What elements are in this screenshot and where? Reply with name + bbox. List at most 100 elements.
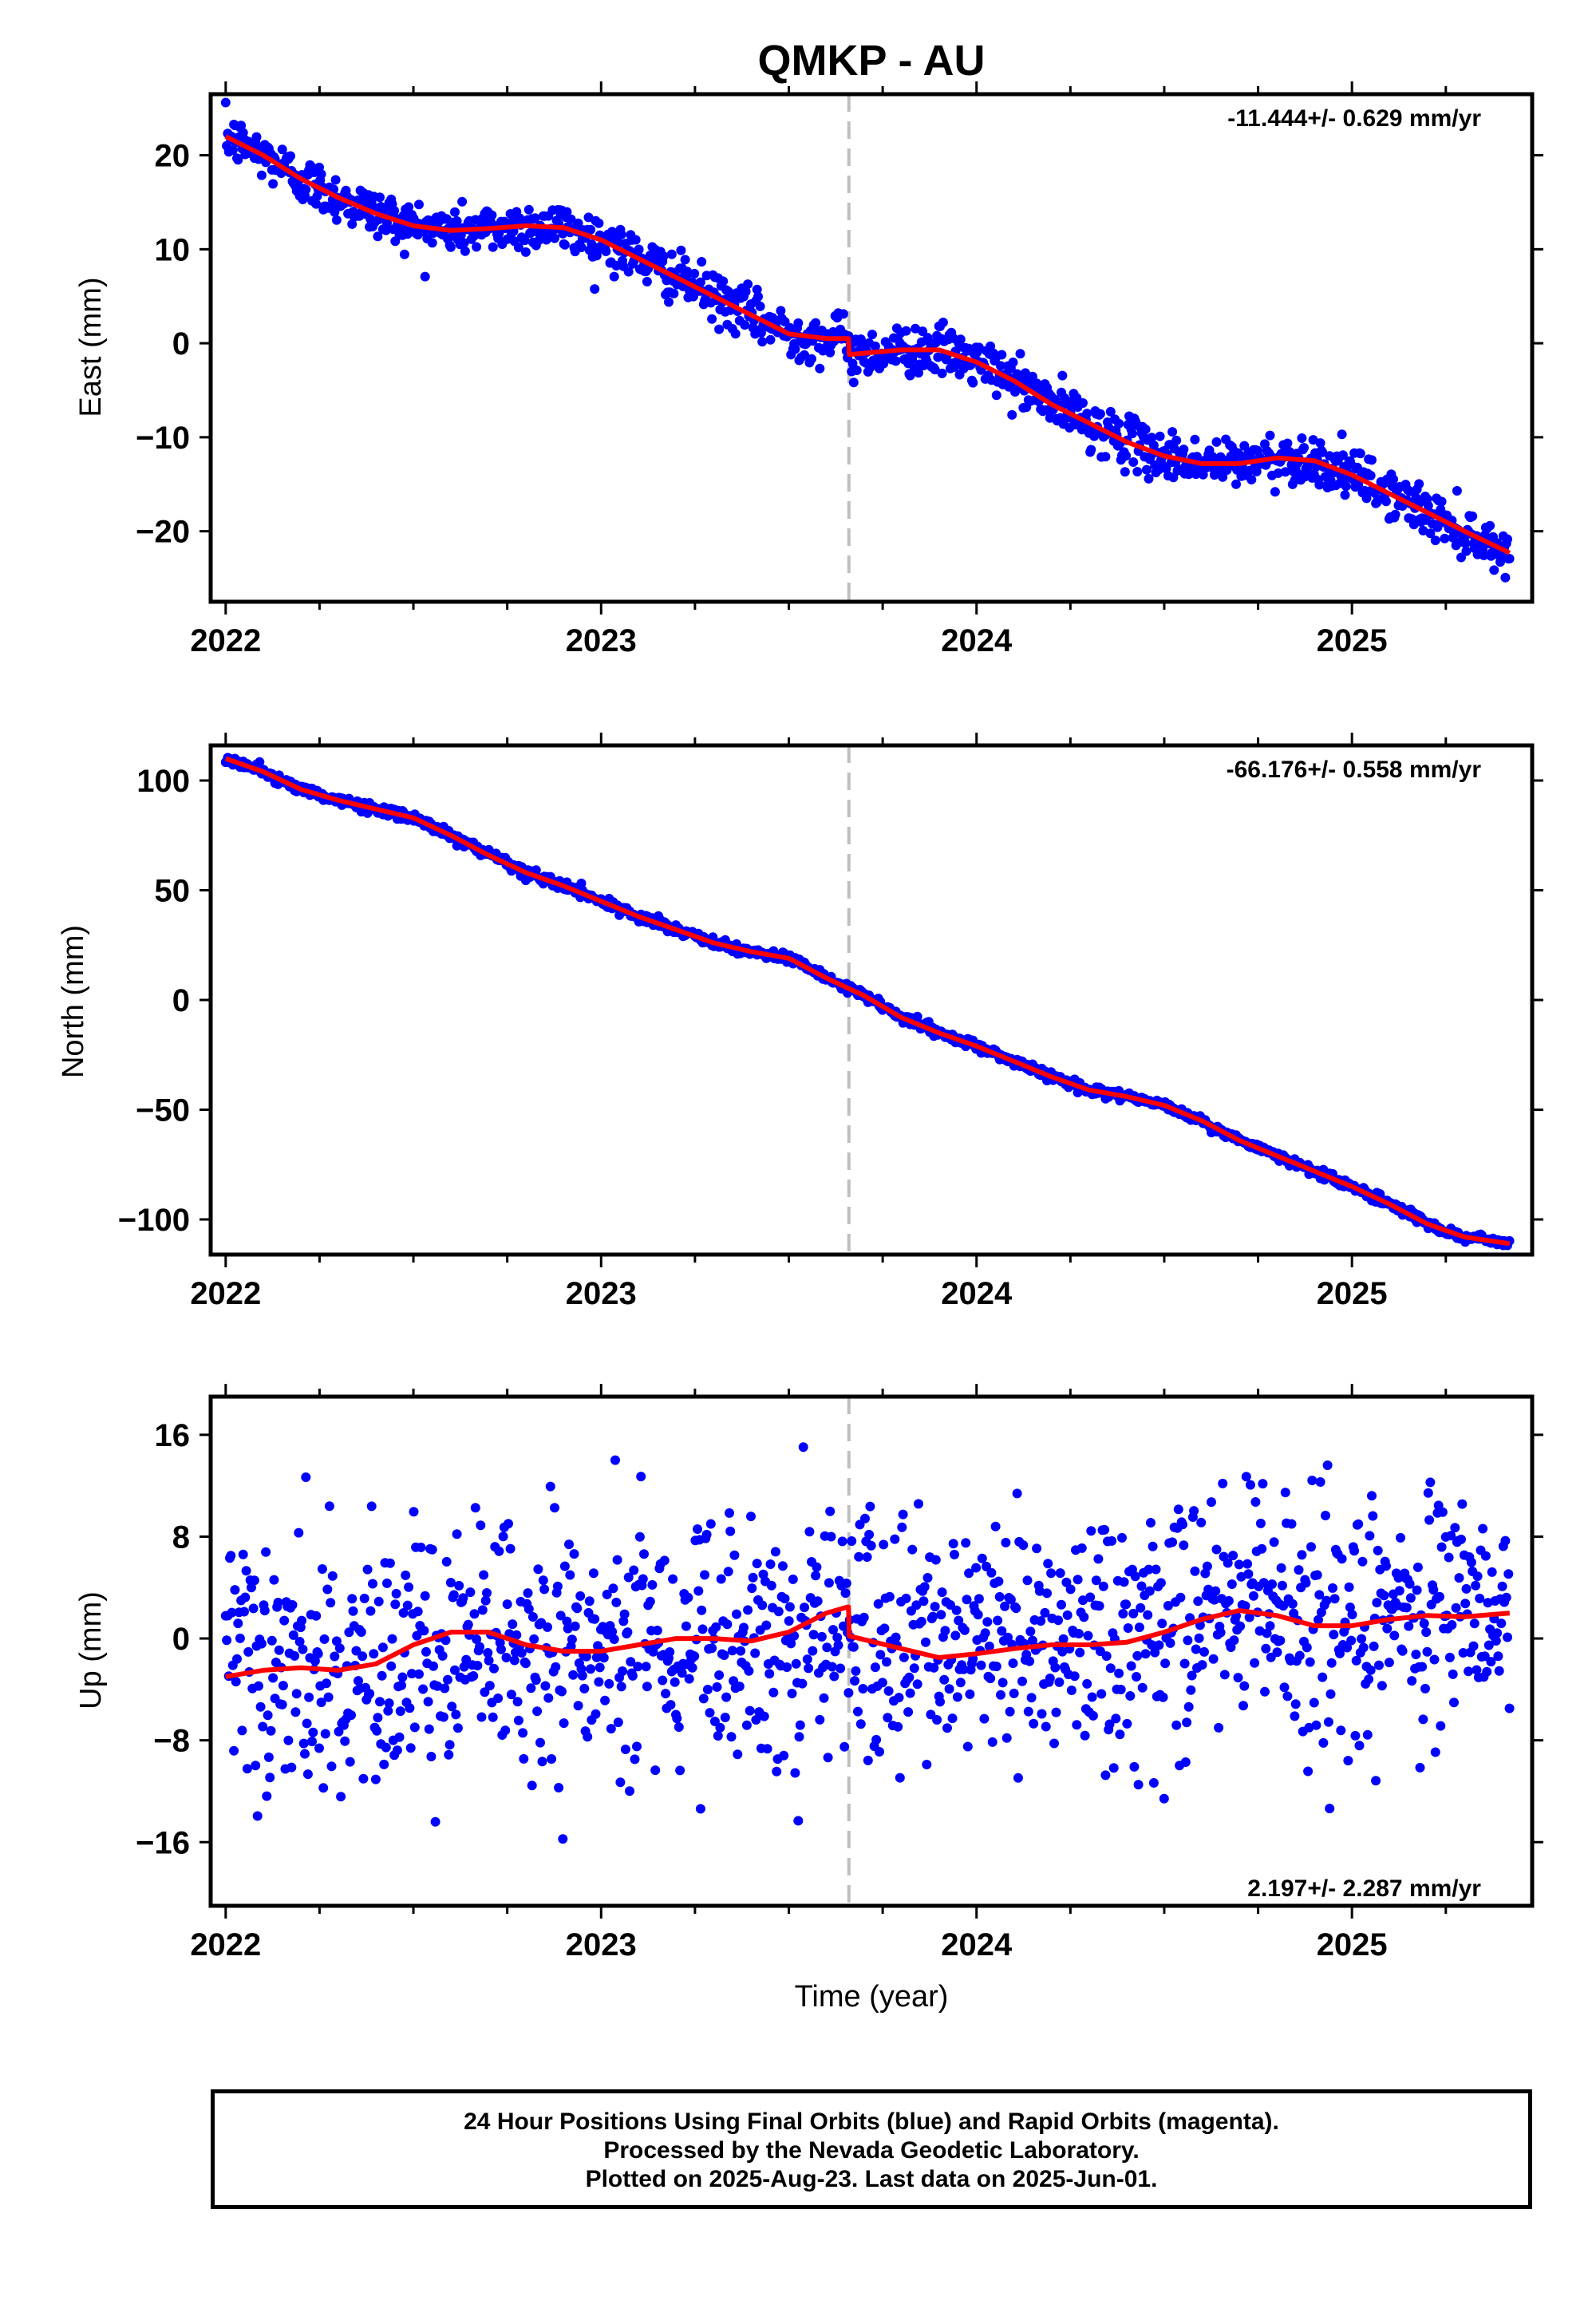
up-point	[1114, 1668, 1124, 1678]
up-point	[307, 1737, 317, 1747]
up-point	[1211, 1544, 1222, 1555]
east-point	[445, 242, 456, 252]
up-point	[480, 1595, 491, 1606]
east-xtick-label: 2024	[941, 623, 1013, 658]
up-point	[1257, 1543, 1267, 1554]
up-point	[641, 1662, 651, 1672]
east-point	[566, 214, 576, 224]
up-point	[1132, 1672, 1141, 1682]
up-point	[494, 1546, 504, 1556]
up-point	[1444, 1552, 1454, 1563]
up-point	[948, 1539, 958, 1549]
north-point	[912, 1011, 922, 1022]
up-point	[994, 1576, 1004, 1587]
up-point	[1358, 1642, 1369, 1653]
up-point	[822, 1642, 832, 1653]
up-point	[323, 1692, 334, 1702]
up-point	[277, 1699, 287, 1709]
up-point	[937, 1587, 947, 1598]
up-point	[302, 1718, 312, 1729]
up-point	[745, 1705, 755, 1716]
east-point	[790, 344, 800, 354]
up-point	[823, 1753, 833, 1763]
up-point	[383, 1705, 393, 1716]
east-point	[1246, 475, 1257, 484]
east-point	[1167, 427, 1178, 437]
east-point	[714, 324, 725, 334]
up-point	[501, 1653, 512, 1662]
up-point	[235, 1633, 245, 1643]
east-point	[974, 342, 984, 353]
north-panel: North (mm) -66.176+/- 0.558 mm/yr −100 −5…	[57, 733, 1543, 1311]
up-point	[611, 1597, 622, 1607]
east-point	[1144, 473, 1154, 484]
up-point	[1450, 1523, 1460, 1533]
up-point	[407, 1669, 417, 1679]
east-point	[879, 358, 889, 369]
up-panel: Up (mm) 2.197+/- 2.287 mm/yr −16 −8 0 8 16 20…	[74, 1384, 1543, 1962]
up-ytick-label: 16	[155, 1418, 191, 1453]
east-point	[1280, 467, 1290, 477]
up-point	[290, 1650, 300, 1661]
east-point	[1337, 450, 1348, 460]
up-point	[615, 1777, 626, 1788]
up-point	[465, 1587, 476, 1598]
up-point	[951, 1605, 962, 1615]
up-point	[591, 1709, 601, 1719]
up-point	[1219, 1670, 1230, 1680]
up-point	[1325, 1804, 1335, 1814]
up-point	[242, 1764, 252, 1774]
up-point	[1239, 1681, 1250, 1691]
up-point	[265, 1773, 275, 1783]
up-point	[575, 1591, 586, 1601]
east-point	[1231, 479, 1241, 489]
up-point	[238, 1549, 248, 1559]
up-point	[939, 1674, 950, 1685]
up-point	[559, 1561, 570, 1571]
up-point	[1147, 1640, 1157, 1650]
east-point	[256, 170, 267, 180]
up-point	[308, 1727, 318, 1737]
up-point	[1342, 1642, 1353, 1653]
up-point	[262, 1791, 272, 1801]
up-point	[1351, 1655, 1361, 1666]
up-point	[518, 1728, 528, 1738]
up-point	[512, 1697, 523, 1707]
east-point	[664, 297, 674, 307]
east-point	[658, 251, 669, 262]
east-point	[1390, 509, 1400, 520]
up-point	[990, 1521, 1001, 1531]
east-point	[996, 361, 1005, 371]
up-point	[1250, 1497, 1261, 1507]
up-point	[734, 1682, 745, 1692]
east-point	[743, 279, 753, 290]
up-point	[386, 1661, 397, 1671]
up-point	[505, 1543, 516, 1554]
up-point	[1396, 1532, 1405, 1543]
up-point	[979, 1713, 990, 1724]
up-point	[523, 1588, 533, 1599]
up-point	[362, 1564, 373, 1575]
up-point	[1042, 1588, 1052, 1599]
up-point	[1202, 1561, 1212, 1571]
up-point	[824, 1578, 834, 1588]
up-point	[1297, 1550, 1307, 1560]
up-point	[348, 1606, 358, 1616]
up-point	[1132, 1650, 1143, 1661]
up-point	[720, 1713, 730, 1722]
up-point	[558, 1834, 568, 1844]
up-point	[1080, 1730, 1090, 1741]
up-point	[751, 1715, 761, 1725]
up-point	[552, 1581, 563, 1591]
up-point	[791, 1658, 801, 1669]
east-point	[519, 235, 530, 246]
up-point	[828, 1625, 838, 1635]
up-point	[1238, 1701, 1248, 1711]
up-point	[344, 1627, 354, 1638]
up-point	[1082, 1678, 1092, 1689]
up-point	[470, 1503, 480, 1513]
up-point	[311, 1611, 322, 1621]
up-point	[986, 1567, 997, 1578]
up-point	[476, 1520, 486, 1531]
up-point	[1437, 1507, 1448, 1517]
